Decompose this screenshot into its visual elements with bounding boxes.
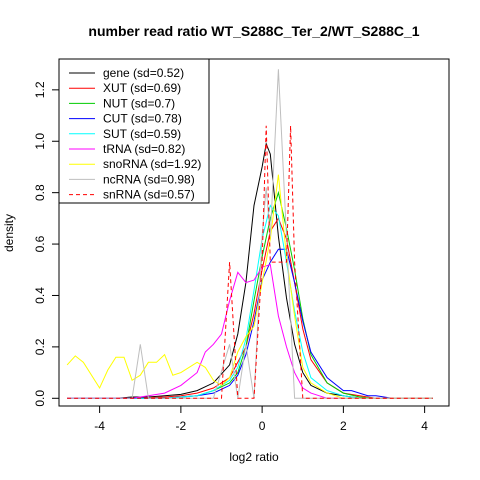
legend-label-sut: SUT (sd=0.59) bbox=[103, 127, 181, 141]
x-axis: -4 -2 0 2 4 bbox=[94, 405, 428, 433]
series-line-snrna bbox=[67, 125, 433, 399]
y-tick-label: 1.0 bbox=[33, 133, 47, 150]
y-axis-label: density bbox=[2, 214, 16, 252]
legend-label-xut: XUT (sd=0.69) bbox=[103, 81, 181, 95]
series-line-sut bbox=[67, 204, 433, 399]
y-tick-label: 0.4 bbox=[33, 287, 47, 304]
legend-label-snorna: snoRNA (sd=1.92) bbox=[103, 157, 201, 171]
legend-label-snrna: snRNA (sd=0.57) bbox=[103, 188, 195, 202]
series-line-ncrna bbox=[67, 69, 433, 399]
y-axis: 0.0 0.2 0.4 0.6 0.8 1.0 1.2 bbox=[33, 81, 60, 407]
series-line-snorna bbox=[66, 174, 433, 399]
y-tick-label: 1.2 bbox=[33, 81, 47, 98]
legend-label-trna: tRNA (sd=0.82) bbox=[103, 142, 185, 156]
x-tick-label: 0 bbox=[259, 419, 266, 433]
x-tick-label: 2 bbox=[340, 419, 347, 433]
series-line-nut bbox=[67, 190, 433, 399]
x-axis-label: log2 ratio bbox=[229, 450, 279, 464]
chart-title: number read ratio WT_S288C_Ter_2/WT_S288… bbox=[88, 23, 419, 39]
legend-label-ncrna: ncRNA (sd=0.98) bbox=[103, 172, 195, 186]
y-tick-label: 0.8 bbox=[33, 184, 47, 201]
legend-label-gene: gene (sd=0.52) bbox=[103, 66, 184, 80]
legend: gene (sd=0.52)XUT (sd=0.69)NUT (sd=0.7) C… bbox=[58, 58, 210, 204]
x-tick-label: -2 bbox=[176, 419, 187, 433]
legend-label-nut: NUT (sd=0.7) bbox=[103, 96, 175, 110]
plot-area bbox=[66, 69, 433, 399]
x-tick-label: -4 bbox=[94, 419, 105, 433]
y-tick-label: 0.6 bbox=[33, 235, 47, 252]
legend-label-cut: CUT (sd=0.78) bbox=[103, 112, 182, 126]
x-tick-label: 4 bbox=[421, 419, 428, 433]
y-tick-label: 0.2 bbox=[33, 338, 47, 355]
y-tick-label: 0.0 bbox=[33, 390, 47, 407]
